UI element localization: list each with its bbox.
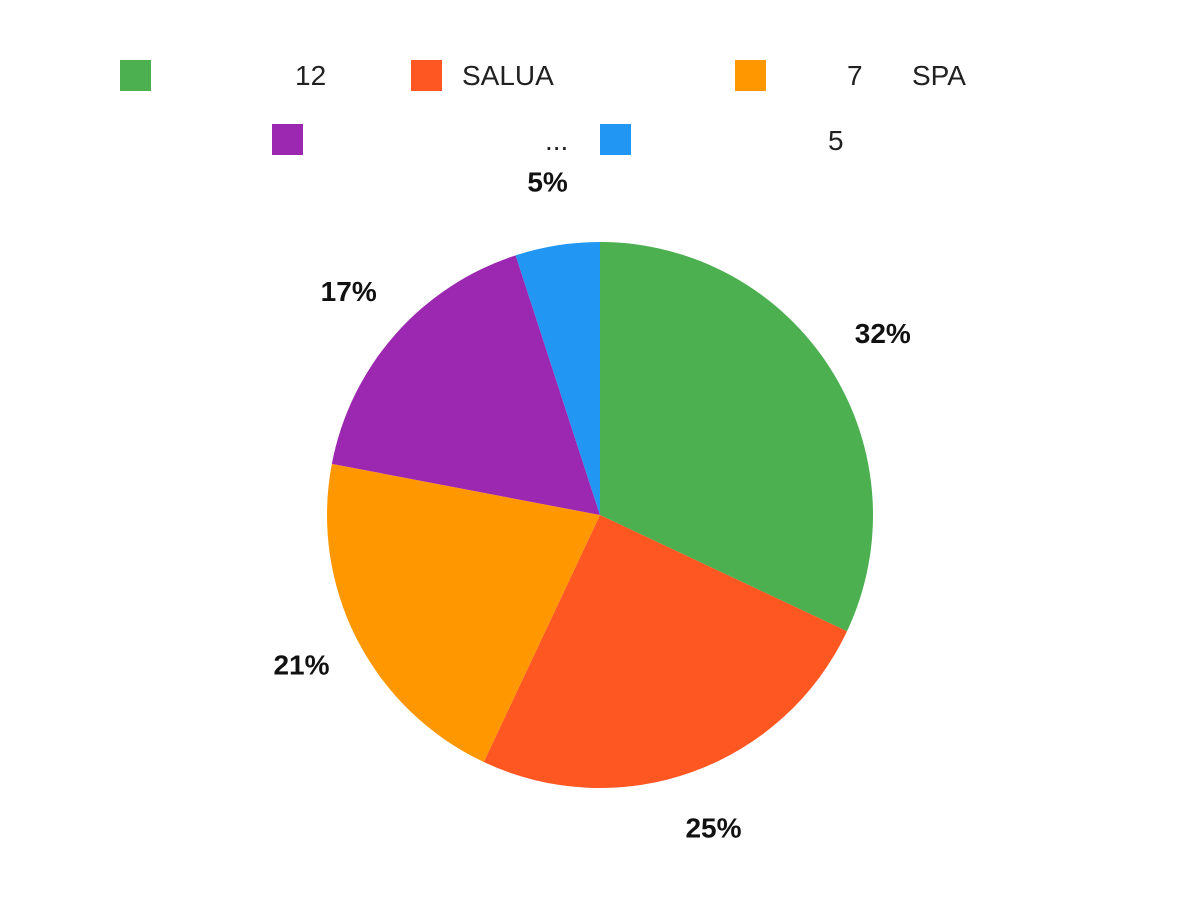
legend-text-ellipsis: ... <box>545 125 568 156</box>
legend-label-7: 7 <box>847 60 863 91</box>
pie-slice-blue <box>515 242 600 515</box>
legend-text-spa: SPA <box>912 60 966 91</box>
legend-swatch-red <box>411 60 442 91</box>
pie-label-green: 32% <box>855 318 911 349</box>
legend-swatch-blue <box>600 124 631 155</box>
pie-label-orange: 21% <box>273 649 329 680</box>
legend-swatch-green <box>120 60 151 91</box>
pie-labels: 32% 25% 21% 17% 5% <box>273 166 910 843</box>
pie-slice-purple <box>331 255 600 516</box>
pie-label-blue: 5% <box>527 166 568 197</box>
pie-slice-orange <box>327 463 600 763</box>
pie-label-purple: 17% <box>321 276 377 307</box>
pie-slices <box>327 242 874 789</box>
pie-slice-green <box>600 242 874 632</box>
legend-label-12: 12 <box>295 60 326 91</box>
legend-swatch-orange <box>735 60 766 91</box>
legend-text-5: 5 <box>828 125 844 156</box>
pie-label-red: 25% <box>685 813 741 844</box>
legend-label-salua: SALUA <box>462 60 554 91</box>
legend: 12 SALUA 7 SPA ... 5 <box>120 60 966 156</box>
legend-swatch-purple <box>272 124 303 155</box>
pie-slice-red <box>483 515 848 789</box>
